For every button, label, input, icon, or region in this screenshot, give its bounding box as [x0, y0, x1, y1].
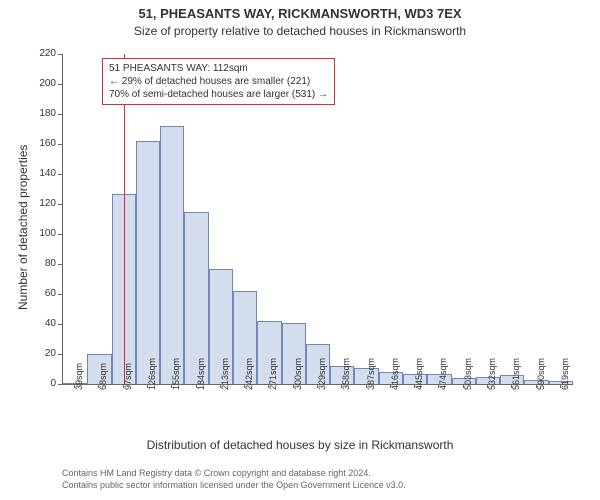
x-tick-mark: [74, 384, 75, 388]
y-tick-mark: [58, 324, 62, 325]
x-tick-mark: [536, 384, 537, 388]
y-tick-mark: [58, 54, 62, 55]
y-tick-mark: [58, 234, 62, 235]
histogram-bar: [160, 126, 184, 384]
x-tick-mark: [390, 384, 391, 388]
x-tick-mark: [220, 384, 221, 388]
y-tick-label: 220: [26, 48, 56, 59]
credit-line-2: Contains public sector information licen…: [62, 480, 406, 492]
credit-text: Contains HM Land Registry data © Crown c…: [62, 468, 406, 491]
y-tick-label: 160: [26, 138, 56, 149]
x-axis-label: Distribution of detached houses by size …: [0, 438, 600, 452]
y-tick-label: 20: [26, 348, 56, 359]
info-line-1: 51 PHEASANTS WAY: 112sqm: [109, 62, 328, 75]
info-line-2: ← 29% of detached houses are smaller (22…: [109, 75, 328, 88]
x-tick-mark: [268, 384, 269, 388]
x-tick-mark: [293, 384, 294, 388]
x-tick-mark: [244, 384, 245, 388]
y-tick-label: 80: [26, 258, 56, 269]
x-tick-mark: [147, 384, 148, 388]
y-tick-label: 120: [26, 198, 56, 209]
y-tick-label: 40: [26, 318, 56, 329]
x-tick-mark: [366, 384, 367, 388]
y-tick-mark: [58, 174, 62, 175]
page-subtitle: Size of property relative to detached ho…: [0, 24, 600, 38]
y-tick-label: 140: [26, 168, 56, 179]
y-tick-mark: [58, 84, 62, 85]
info-line-3: 70% of semi-detached houses are larger (…: [109, 88, 328, 101]
x-tick-mark: [123, 384, 124, 388]
x-tick-mark: [438, 384, 439, 388]
x-tick-mark: [98, 384, 99, 388]
y-tick-mark: [58, 384, 62, 385]
x-tick-mark: [317, 384, 318, 388]
y-tick-mark: [58, 264, 62, 265]
y-tick-label: 60: [26, 288, 56, 299]
y-tick-mark: [58, 294, 62, 295]
y-tick-mark: [58, 204, 62, 205]
y-tick-mark: [58, 114, 62, 115]
y-tick-label: 200: [26, 78, 56, 89]
histogram-bar: [136, 141, 160, 384]
x-tick-mark: [463, 384, 464, 388]
y-tick-label: 0: [26, 378, 56, 389]
x-tick-mark: [341, 384, 342, 388]
marker-info-box: 51 PHEASANTS WAY: 112sqm ← 29% of detach…: [102, 58, 335, 105]
y-tick-label: 100: [26, 228, 56, 239]
x-tick-mark: [196, 384, 197, 388]
credit-line-1: Contains HM Land Registry data © Crown c…: [62, 468, 406, 480]
y-tick-mark: [58, 354, 62, 355]
y-tick-mark: [58, 144, 62, 145]
x-tick-mark: [171, 384, 172, 388]
x-tick-mark: [487, 384, 488, 388]
x-tick-mark: [414, 384, 415, 388]
x-tick-mark: [511, 384, 512, 388]
x-tick-mark: [560, 384, 561, 388]
page-title: 51, PHEASANTS WAY, RICKMANSWORTH, WD3 7E…: [0, 6, 600, 21]
y-tick-label: 180: [26, 108, 56, 119]
y-axis-label: Number of detached properties: [16, 145, 30, 310]
